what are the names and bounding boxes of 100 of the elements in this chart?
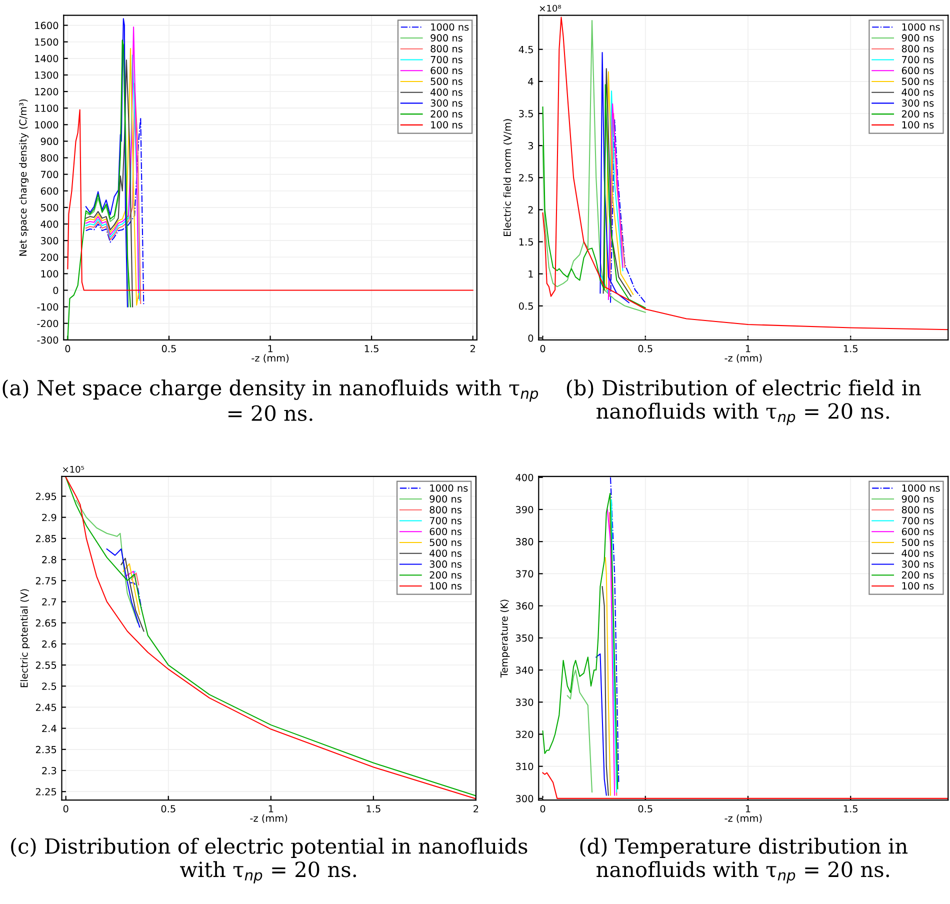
y-tick-label: -100: [37, 303, 58, 311]
line-series: [604, 557, 612, 796]
line-series: [122, 563, 140, 615]
legend-label: 600 ns: [430, 528, 462, 536]
x-tick-label: 1: [746, 805, 750, 812]
y-tick-label: 330: [516, 698, 534, 706]
x-tick-label: 0.5: [638, 805, 652, 812]
y-tick-label: 360: [516, 602, 534, 610]
x-tick-label: 0.5: [162, 344, 176, 352]
y-tick-label: 800: [40, 154, 58, 162]
y-tick-label: 2.4: [42, 724, 56, 732]
y-tick-label: 300: [40, 237, 58, 244]
x-tick-label: 1.5: [844, 805, 858, 812]
y-tick-label: 380: [516, 538, 534, 546]
y-tick-label: 300: [516, 794, 534, 802]
legend-label: 700 ns: [430, 56, 462, 64]
legend-label: 200 ns: [902, 571, 934, 579]
line-series: [542, 492, 618, 790]
x-axis-title: -z (mm): [724, 814, 762, 823]
x-tick-label: 1.5: [364, 345, 378, 352]
y-axis-title: Net space charge density (C/m³): [19, 99, 28, 256]
x-tick-label: 1.5: [366, 805, 380, 812]
legend-label: 400 ns: [430, 88, 462, 96]
y-axis-title: Electric potential (V): [20, 589, 30, 688]
legend-label: 600 ns: [902, 66, 934, 74]
line-series: [67, 40, 132, 340]
y-tick-label: 370: [516, 570, 534, 578]
y-tick-label: 2: [528, 206, 533, 214]
legend-label: 800 ns: [902, 45, 934, 52]
y-tick-label: 3: [528, 142, 534, 150]
x-tick-label: 0: [63, 805, 68, 812]
legend-label: 800 ns: [902, 506, 934, 514]
y-tick-label: 2.65: [36, 619, 56, 627]
legend-label: 300 ns: [430, 560, 462, 568]
y-tick-label: 3.5: [519, 110, 533, 118]
legend-label: 200 ns: [430, 571, 462, 579]
legend-label: 300 ns: [902, 99, 934, 107]
y-tick-label: 0.5: [518, 302, 533, 310]
y-tick-label: 1500: [35, 38, 58, 46]
y-tick-label: 400: [516, 474, 534, 482]
x-tick-label: 1: [268, 345, 272, 352]
legend-label: 200 ns: [902, 110, 934, 118]
text: ×10⁸: [540, 4, 561, 12]
x-tick-label: 0.5: [638, 344, 652, 352]
y-tick-label: 320: [516, 730, 534, 738]
x-tick-label: 1: [746, 345, 750, 352]
legend-label: 400 ns: [430, 550, 462, 557]
legend-label: 900 ns: [902, 34, 934, 42]
y-tick-label: 2.7: [42, 598, 56, 606]
line-series: [67, 109, 474, 291]
y-tick-label: 2.9: [42, 514, 56, 522]
x-tick-label: 0: [65, 344, 70, 352]
x-axis-title: -z (mm): [724, 354, 762, 363]
line-series: [596, 653, 607, 796]
x-tick-label: 0: [540, 805, 546, 812]
legend-label: 100 ns: [902, 582, 934, 590]
legend-label: 500 ns: [902, 538, 934, 546]
y-tick-label: 4.5: [518, 46, 533, 54]
y-tick-label: 700: [41, 170, 58, 178]
line-series: [106, 548, 140, 628]
y-tick-label: 1100: [35, 104, 58, 112]
legend-label: 600 ns: [902, 528, 934, 536]
legend-label: 500 ns: [430, 538, 462, 546]
legend-label: 900 ns: [430, 34, 462, 42]
y-tick-label: 0: [53, 286, 58, 294]
line-series: [566, 669, 593, 793]
y-tick-label: 0: [528, 334, 534, 342]
y-tick-label: 900: [40, 138, 58, 146]
y-tick-label: 2.55: [36, 661, 56, 669]
y-tick-label: 2.45: [36, 704, 56, 712]
y-tick-label: 340: [516, 666, 534, 674]
y-tick-label: 200: [40, 254, 58, 261]
y-tick-label: 2.35: [36, 746, 56, 754]
text: (c) Distribution of electric potential in nanofluids with τ$_{np}$ = 20 ns.: [11, 838, 528, 884]
legend-label: 800 ns: [430, 45, 462, 52]
line-series: [85, 60, 134, 308]
legend-label: 1000 ns: [431, 23, 469, 31]
legend-label: 400 ns: [902, 550, 934, 557]
y-tick-label: 100: [41, 270, 58, 278]
text: ×10⁵: [62, 466, 84, 473]
text: (b) Distribution of electric field in nanofluids with τ$_{np}$ = 20 ns.: [566, 379, 921, 426]
legend-label: 200 ns: [430, 110, 462, 118]
y-tick-label: 1600: [35, 22, 58, 30]
legend-label: 800 ns: [430, 506, 462, 514]
x-tick-label: 1.5: [844, 345, 858, 352]
legend-label: 100 ns: [430, 582, 462, 590]
y-tick-label: 390: [516, 506, 534, 514]
legend-label: 300 ns: [902, 560, 934, 568]
legend-label: 400 ns: [902, 88, 934, 96]
y-tick-label: 400: [40, 220, 58, 228]
legend-label: 700 ns: [902, 516, 934, 524]
legend-label: 500 ns: [902, 78, 934, 86]
legend-label: 700 ns: [430, 516, 462, 524]
x-tick-label: 2: [470, 344, 475, 352]
y-tick-label: -300: [37, 336, 58, 344]
y-tick-label: 1400: [35, 54, 58, 62]
x-tick-label: 2: [474, 805, 478, 812]
y-tick-label: 2.25: [36, 788, 56, 796]
legend-label: 600 ns: [430, 66, 462, 74]
legend-label: 900 ns: [902, 495, 934, 503]
